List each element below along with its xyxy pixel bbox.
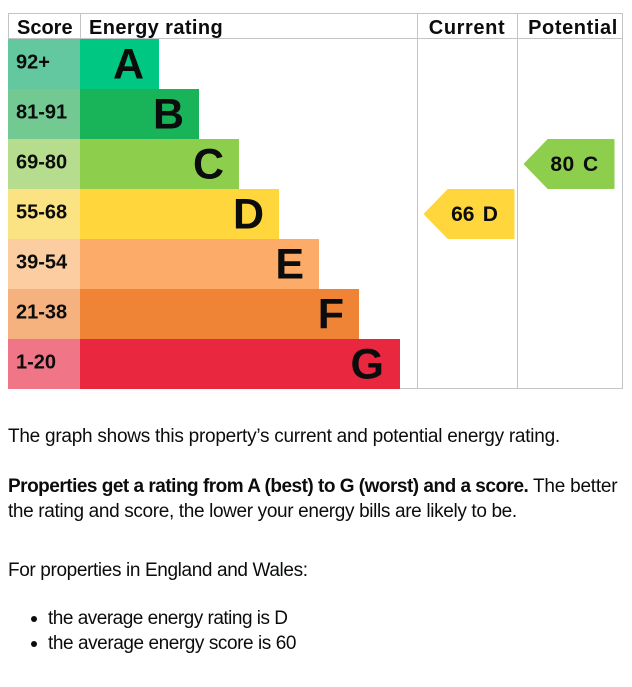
svg-text:D: D: [233, 191, 264, 239]
svg-text:21-38: 21-38: [16, 302, 67, 324]
svg-text:Score: Score: [17, 17, 73, 39]
svg-text:80 C: 80 C: [550, 153, 598, 176]
svg-text:66 D: 66 D: [451, 203, 498, 226]
svg-text:Potential: Potential: [528, 17, 618, 39]
svg-text:E: E: [275, 241, 304, 289]
svg-text:B: B: [153, 91, 184, 139]
svg-text:G: G: [351, 341, 384, 389]
svg-text:55-68: 55-68: [16, 202, 67, 224]
svg-text:C: C: [193, 141, 224, 189]
svg-text:39-54: 39-54: [16, 252, 68, 274]
svg-text:1-20: 1-20: [16, 352, 56, 374]
svg-text:92+: 92+: [16, 52, 50, 74]
svg-text:Energy rating: Energy rating: [89, 17, 223, 39]
svg-text:Current: Current: [429, 17, 505, 39]
svg-text:81-91: 81-91: [16, 102, 67, 124]
svg-text:F: F: [318, 291, 344, 339]
svg-text:A: A: [113, 41, 144, 89]
svg-text:69-80: 69-80: [16, 152, 67, 174]
